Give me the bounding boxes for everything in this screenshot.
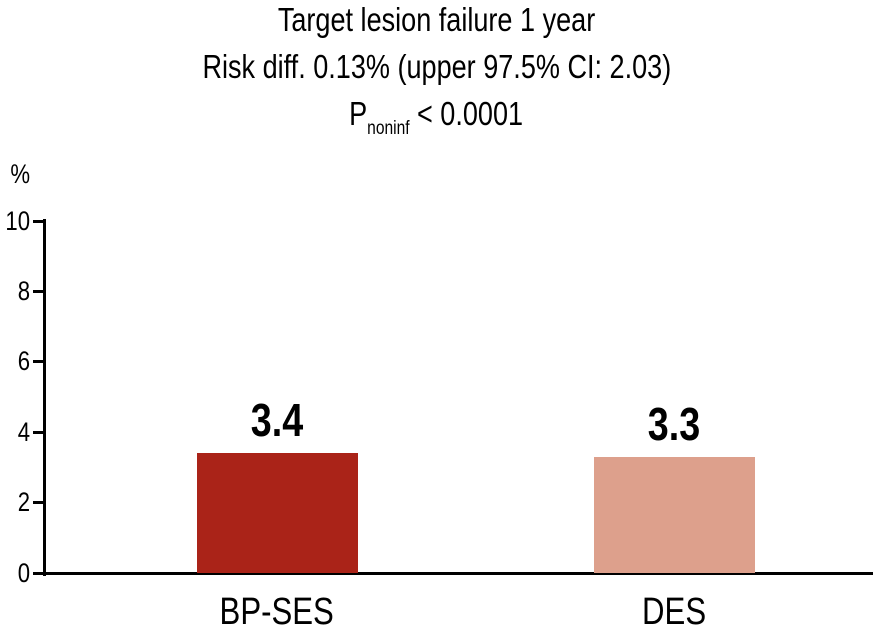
y-axis-tick-label: 0 xyxy=(0,557,30,588)
bar-value-label-text: 3.4 xyxy=(250,394,304,446)
y-axis-tick xyxy=(33,219,46,223)
bar-value-label: 3.4 xyxy=(187,396,367,444)
y-axis-tick-label: 10 xyxy=(0,205,31,236)
y-axis-tick-label: 2 xyxy=(0,489,30,516)
y-axis-tick xyxy=(33,360,46,364)
x-axis-category-label-text: DES xyxy=(641,591,707,633)
y-axis-tick-label-text: 4 xyxy=(17,416,30,447)
chart-title: Target lesion failure 1 year xyxy=(0,0,873,43)
y-axis-tick-label-text: 10 xyxy=(5,205,31,236)
y-axis-tick xyxy=(33,289,46,293)
pvalue-comparison: < 0.0001 xyxy=(417,95,524,132)
bar-des xyxy=(593,457,755,573)
y-axis-line xyxy=(43,219,46,576)
bar-bp-ses xyxy=(196,453,358,573)
chart-subtitle: Risk diff. 0.13% (upper 97.5% CI: 2.03) xyxy=(0,43,873,90)
y-axis-tick xyxy=(33,430,46,434)
y-axis-tick-label-text: 2 xyxy=(17,487,30,518)
y-axis-tick-label: 6 xyxy=(0,348,30,375)
x-axis-category-label-text: BP-SES xyxy=(219,591,335,633)
y-axis-tick-label: 4 xyxy=(0,416,30,447)
pvalue-prefix: P xyxy=(349,95,368,132)
y-axis-tick xyxy=(33,571,46,575)
chart-title-text: Target lesion failure 1 year xyxy=(277,1,596,38)
y-axis-unit-label: % xyxy=(10,159,30,189)
x-axis-line xyxy=(43,572,873,575)
chart-pvalue-line: Pnoninf < 0.0001 xyxy=(0,90,873,152)
bar-value-label-text: 3.3 xyxy=(647,398,701,450)
x-axis-category-label: BP-SES xyxy=(167,592,387,632)
chart-pvalue-text: Pnoninf < 0.0001 xyxy=(350,90,524,152)
x-axis-category-label: DES xyxy=(564,592,784,632)
chart-header: Target lesion failure 1 year Risk diff. … xyxy=(0,0,873,152)
y-axis-tick-label-text: 6 xyxy=(17,346,30,377)
y-axis-tick xyxy=(33,501,46,505)
chart-subtitle-text: Risk diff. 0.13% (upper 97.5% CI: 2.03) xyxy=(202,48,671,85)
y-axis-tick-label: 8 xyxy=(0,275,30,306)
bar-value-label: 3.3 xyxy=(584,400,764,448)
y-axis-tick-label-text: 8 xyxy=(17,275,30,306)
pvalue-subscript: noninf xyxy=(367,118,411,139)
y-axis-tick-label-text: 0 xyxy=(17,557,30,588)
